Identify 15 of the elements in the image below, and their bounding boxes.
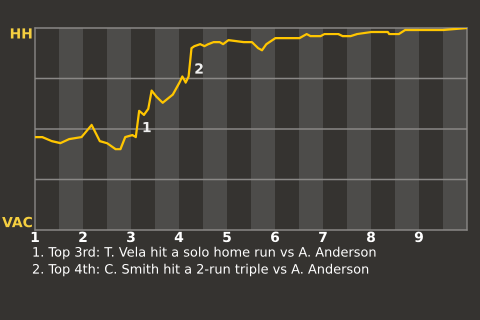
annotation: 1 [144,122,151,132]
text: 2. Top 4th: C. Smith hit a 2-run triple vs A. Anderson [32,264,368,276]
text: HH [10,28,32,39]
x-tick-label: 7 [319,232,327,242]
x-tick-label: 9 [414,232,423,242]
x-tick-label: 3 [127,232,135,242]
x-tick-label: 8 [367,232,375,242]
text: VAC [2,216,32,228]
x-tick-label: 5 [223,232,231,242]
x-tick-label: 4 [174,232,184,242]
annotation: 2 [195,63,203,74]
text: 1. Top 3rd: T. Vela hit a solo home run vs A. Anderson [33,246,376,260]
x-tick-label: 1 [32,232,39,242]
x-tick-label: 2 [79,232,87,242]
x-tick-label: 6 [271,232,280,242]
